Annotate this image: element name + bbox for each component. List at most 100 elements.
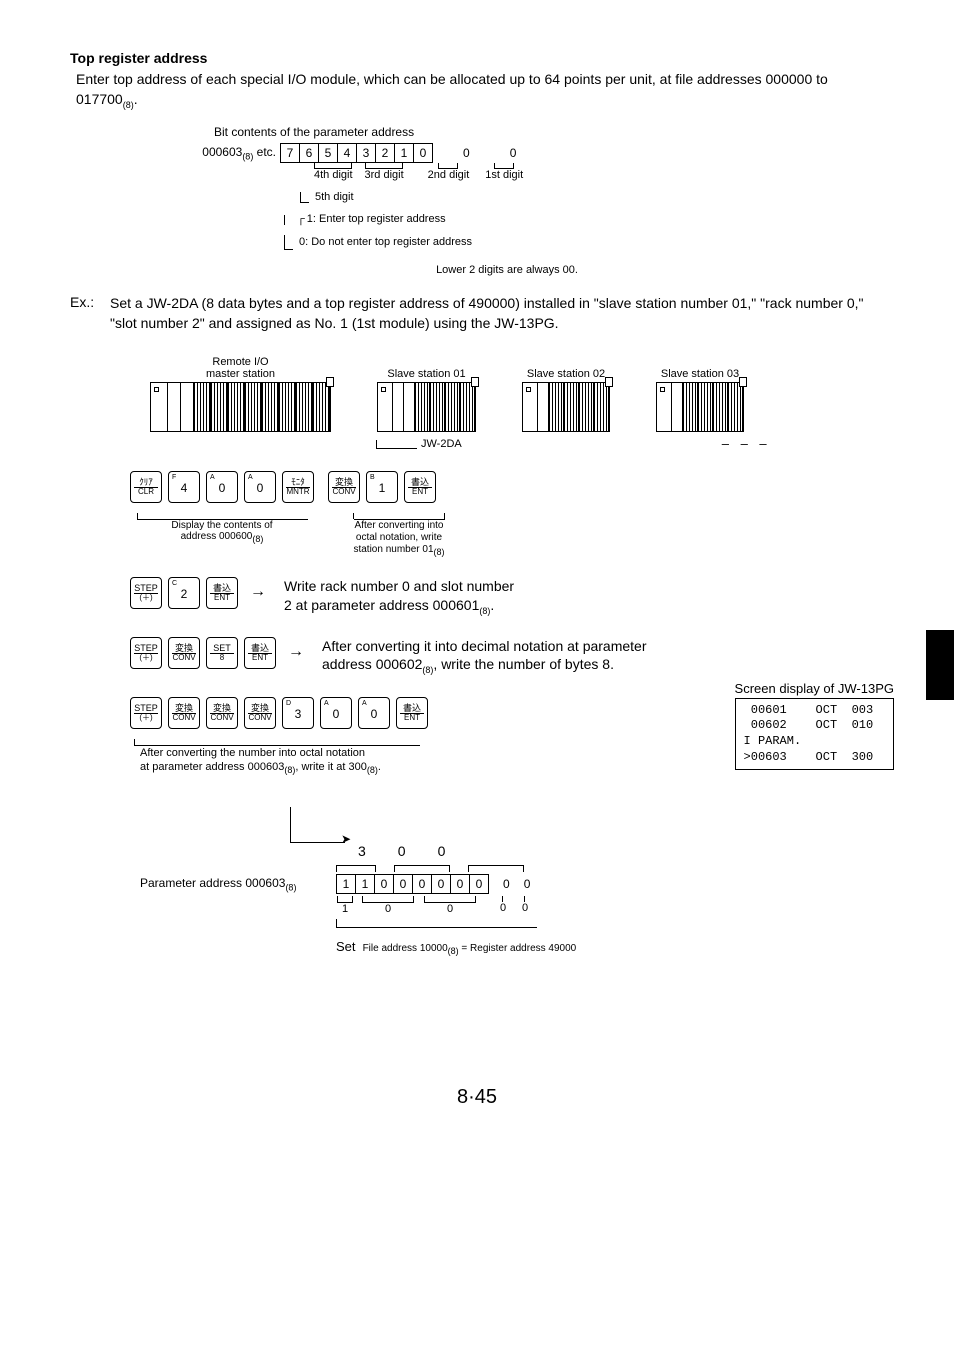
- intro-text: Enter top address of each special I/O mo…: [76, 71, 828, 107]
- d1-left-pre: 000603: [202, 145, 242, 159]
- bit-cell: 6: [300, 143, 319, 162]
- programmer-key: 変換CONV: [244, 697, 276, 729]
- programmer-key: B1: [366, 471, 398, 503]
- digit-label-1: 1st digit: [485, 169, 523, 181]
- programmer-key: 変換CONV: [168, 637, 200, 669]
- programmer-key: ｸﾘｱCLR: [130, 471, 162, 503]
- programmer-key: 変換CONV: [168, 697, 200, 729]
- fd-bit: 1: [337, 874, 356, 893]
- fd-bit: 0: [394, 874, 413, 893]
- jw2da-label: JW-2DA: [421, 438, 462, 450]
- programmer-key: SET8: [206, 637, 238, 669]
- d1-extra1: 0: [463, 146, 470, 160]
- seq2-desc: Write rack number 0 and slot number 2 at…: [284, 577, 514, 617]
- screen-title: Screen display of JW-13PG: [735, 681, 894, 696]
- digit-label-2: 2nd digit: [428, 169, 470, 181]
- fd-extra: 0: [503, 877, 510, 891]
- fd-bit: 0: [470, 874, 489, 893]
- key-sequence-3: STEP(＋)変換CONVSET8書込ENT → After convertin…: [130, 637, 884, 677]
- seq1-under-right: After converting into octal notation, wr…: [334, 520, 464, 558]
- bit-cell: 5: [319, 143, 338, 162]
- example-block: Ex.: Set a JW-2DA (8 data bytes and a to…: [70, 294, 884, 333]
- page-number: 8·45: [70, 1086, 884, 1109]
- bit-cell: 4: [338, 143, 357, 162]
- programmer-key: STEP(＋): [130, 637, 162, 669]
- digit-label-3: 3rd digit: [365, 169, 404, 181]
- intro-sub: (8): [123, 99, 134, 109]
- d1-left-label: 000603(8) etc.: [180, 145, 280, 161]
- key-sequence-4: STEP(＋)変換CONV変換CONV変換CONVD3A0A0書込ENT Scr…: [130, 697, 884, 777]
- section-title: Top register address: [70, 50, 884, 66]
- arrow-icon: →: [250, 583, 266, 601]
- station-label-master: Remote I/O master station: [206, 352, 275, 380]
- screen-display: Screen display of JW-13PG 00601 OCT 003 …: [715, 681, 894, 770]
- programmer-key: 書込ENT: [404, 471, 436, 503]
- programmer-key: STEP(＋): [130, 577, 162, 609]
- digit-label-4: 4th digit: [314, 169, 353, 181]
- fifth-digit-label: 5th digit: [315, 189, 354, 206]
- rack-master: [150, 382, 331, 432]
- fd-bit: 0: [451, 874, 470, 893]
- fd-under-n: 0: [447, 903, 453, 915]
- rack-slave-02: [522, 382, 610, 432]
- d1-left-post: etc.: [253, 145, 276, 159]
- fd-label: Parameter address 000603(8): [140, 876, 336, 892]
- intro-paragraph: Enter top address of each special I/O mo…: [76, 70, 884, 111]
- d1-left-sub: (8): [242, 151, 253, 161]
- fd-bit: 1: [356, 874, 375, 893]
- programmer-key: A0: [244, 471, 276, 503]
- rack-slave-01: [377, 382, 476, 432]
- fd-set-line: Set File address 10000(8) = Register add…: [336, 939, 884, 956]
- fd-bit-table: 1 1 0 0 0 0 0 0: [336, 874, 489, 894]
- rack-slave-03: [656, 382, 744, 432]
- side-tab: [926, 630, 954, 700]
- programmer-key: ﾓﾆﾀMNTR: [282, 471, 314, 503]
- programmer-key: 書込ENT: [206, 577, 238, 609]
- fd-top-n: 0: [398, 843, 406, 859]
- programmer-key: A0: [320, 697, 352, 729]
- bit-cell: 1: [395, 143, 414, 162]
- intro-end: .: [134, 91, 138, 107]
- station-label-02: Slave station 02: [527, 352, 605, 380]
- programmer-key: 書込ENT: [396, 697, 428, 729]
- fd-top-n: 3: [358, 843, 366, 859]
- example-text: Set a JW-2DA (8 data bytes and a top reg…: [110, 294, 884, 333]
- programmer-key: D3: [282, 697, 314, 729]
- programmer-key: A0: [358, 697, 390, 729]
- screen-box: 00601 OCT 003 00602 OCT 010 I PARAM. >00…: [735, 698, 894, 770]
- fd-under-n: 0: [522, 902, 528, 914]
- fd-under-n: 0: [385, 903, 391, 915]
- fd-extra: 0: [524, 877, 531, 891]
- programmer-key: F4: [168, 471, 200, 503]
- programmer-key: 書込ENT: [244, 637, 276, 669]
- bit-cell: 3: [357, 143, 376, 162]
- programmer-key: C2: [168, 577, 200, 609]
- programmer-key: A0: [206, 471, 238, 503]
- fd-bit: 0: [432, 874, 451, 893]
- programmer-key: 変換CONV: [206, 697, 238, 729]
- d1-extra2: 0: [510, 146, 517, 160]
- station-label-03: Slave station 03: [661, 352, 739, 380]
- d1-extra-digits: 0 0: [463, 146, 516, 160]
- seq1-under-left: Display the contents of address 000600(8…: [130, 520, 314, 544]
- lower-digits-note: Lower 2 digits are always 00.: [130, 264, 884, 276]
- d1-caption: Bit contents of the parameter address: [214, 125, 680, 139]
- arrow-icon: →: [288, 643, 304, 661]
- bit-cell: 7: [281, 143, 300, 162]
- branch-1: 1: Enter top register address: [307, 211, 446, 228]
- example-label: Ex.:: [70, 294, 110, 333]
- fd-under-n: 1: [342, 903, 348, 915]
- key-sequence-1: ｸﾘｱCLRF4A0A0ﾓﾆﾀMNTR 変換CONVB1書込ENT Displa…: [130, 471, 884, 558]
- seq3-desc: After converting it into decimal notatio…: [322, 637, 647, 677]
- bit-contents-diagram: Bit contents of the parameter address 00…: [180, 125, 680, 251]
- bit-cell: 2: [376, 143, 395, 162]
- jw2da-callout: JW-2DA: [246, 438, 462, 450]
- stations-diagram: Remote I/O master station Slave station …: [150, 352, 884, 432]
- fd-top-n: 0: [438, 843, 446, 859]
- fd-bit: 0: [375, 874, 394, 893]
- continuation-dashes: – – –: [722, 436, 771, 451]
- key-sequence-2: STEP(＋)C2書込ENT → Write rack number 0 and…: [130, 577, 884, 617]
- bit-cell: 0: [414, 143, 433, 162]
- bit-table: 7 6 5 4 3 2 1 0: [280, 143, 433, 163]
- programmer-key: 変換CONV: [328, 471, 360, 503]
